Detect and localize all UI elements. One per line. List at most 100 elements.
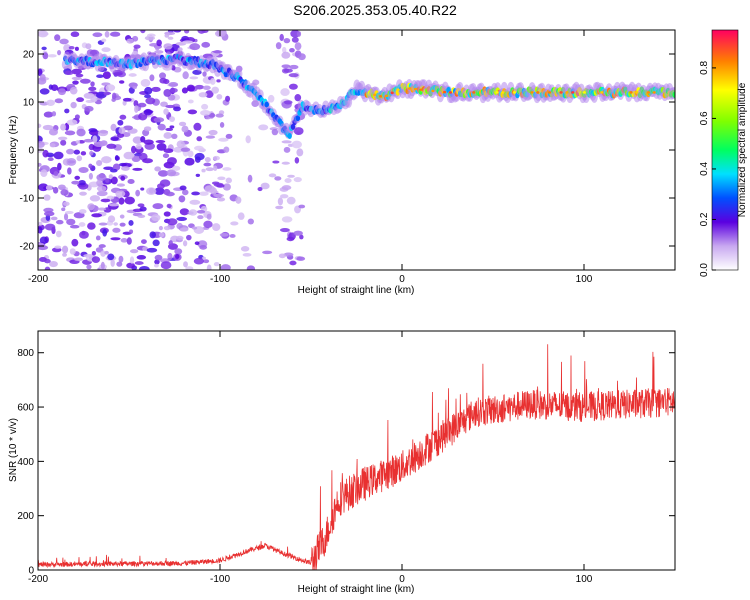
chart-title: S206.2025.353.05.40.R22 bbox=[293, 2, 457, 18]
spectrogram-cell bbox=[171, 133, 178, 140]
spectrogram-cell bbox=[69, 86, 78, 95]
spectrogram-cell bbox=[89, 195, 101, 202]
spectrogram-cell bbox=[124, 196, 135, 205]
spectrogram-y-label: Frequency (Hz) bbox=[8, 116, 19, 185]
spectrogram-cell bbox=[203, 162, 212, 167]
spectrogram-cell bbox=[189, 76, 199, 80]
spectrogram-cell bbox=[283, 100, 293, 105]
spectrogram-cell bbox=[194, 145, 204, 151]
spectrogram-cell bbox=[66, 119, 78, 126]
spectrogram-cell bbox=[146, 247, 158, 253]
spectrogram-cell bbox=[166, 157, 177, 166]
spectrogram-cell bbox=[472, 91, 476, 94]
spectrogram-cell bbox=[222, 167, 232, 171]
spectrogram-cell bbox=[140, 79, 151, 87]
spectrogram-cell bbox=[219, 121, 225, 128]
spectrogram-cell bbox=[291, 36, 299, 43]
spectrogram-cell bbox=[118, 80, 125, 84]
spectrogram-cell bbox=[163, 79, 170, 85]
spectrogram-cell bbox=[536, 91, 540, 94]
spectrogram-cell bbox=[78, 180, 86, 186]
spectrogram-cell bbox=[146, 33, 156, 38]
spectrogram-cell bbox=[296, 31, 302, 37]
spectrogram-cell bbox=[582, 91, 586, 94]
colorbar-label: Normalized spectral amplitude bbox=[737, 82, 748, 217]
spectrogram-cell bbox=[76, 128, 86, 137]
spectrogram-cell bbox=[72, 80, 79, 85]
spectrogram-cell bbox=[88, 163, 93, 169]
spectrogram-cell bbox=[96, 159, 103, 167]
spectrogram-cell bbox=[42, 52, 49, 60]
spectrogram-cell bbox=[120, 175, 126, 181]
spectrogram-cell bbox=[69, 248, 76, 255]
spectrogram-cell bbox=[163, 108, 169, 115]
spectrogram-y-tick-label: -10 bbox=[20, 194, 35, 205]
spectrogram-cell bbox=[281, 216, 293, 223]
spectrogram-cell bbox=[120, 238, 128, 243]
spectrogram-cell bbox=[154, 187, 165, 195]
spectrogram-cell bbox=[140, 187, 145, 191]
spectrogram-cell bbox=[246, 265, 256, 270]
spectrogram-cell bbox=[163, 226, 171, 231]
spectrogram-cell bbox=[281, 185, 292, 191]
spectrogram-cell bbox=[142, 158, 153, 164]
spectrogram-cell bbox=[71, 76, 82, 81]
spectrogram-cell bbox=[64, 70, 74, 76]
spectrogram-cell bbox=[39, 88, 50, 95]
spectrogram-cell bbox=[100, 250, 106, 257]
spectrogram-cell bbox=[41, 46, 47, 51]
spectrogram-cell bbox=[672, 91, 675, 98]
spectrogram-cell bbox=[187, 99, 194, 104]
spectrogram-cell bbox=[96, 190, 108, 197]
spectrogram-cell bbox=[97, 129, 109, 137]
spectrogram-cell bbox=[38, 70, 43, 74]
spectrogram-cell bbox=[173, 106, 181, 112]
spectrogram-cell bbox=[71, 180, 80, 185]
spectrogram-cell bbox=[64, 210, 74, 215]
spectrogram-cell bbox=[48, 128, 58, 136]
spectrogram-cell bbox=[384, 94, 388, 98]
spectrogram-cell bbox=[70, 101, 77, 109]
spectrogram-cell bbox=[629, 91, 633, 94]
spectrogram-cell bbox=[44, 266, 51, 270]
spectrogram-cell bbox=[109, 168, 118, 173]
spectrogram-cell bbox=[257, 187, 263, 192]
spectrogram-cell bbox=[74, 46, 79, 51]
spectrogram-cell bbox=[87, 203, 95, 211]
spectrogram-cell bbox=[202, 85, 211, 90]
spectrogram-cell bbox=[92, 32, 103, 38]
spectrogram-cell bbox=[181, 125, 189, 133]
spectrogram-cell bbox=[216, 197, 226, 202]
snr-panel: -200 -100 0 100 0 200 400 600 800 Height of stra… bbox=[8, 330, 676, 595]
spectrogram-cell bbox=[163, 211, 171, 217]
spectrogram-cell bbox=[90, 81, 95, 87]
spectrogram-cell bbox=[54, 34, 61, 42]
spectrogram-cell bbox=[63, 201, 70, 206]
spectrogram-cell bbox=[182, 71, 189, 80]
spectrogram-cell bbox=[116, 183, 125, 187]
spectrogram-cell bbox=[212, 50, 223, 54]
spectrogram-cell bbox=[139, 206, 147, 212]
spectrogram-cell bbox=[123, 151, 135, 160]
spectrogram-cell bbox=[76, 155, 83, 162]
spectrogram-cell bbox=[184, 157, 195, 166]
spectrogram-cell bbox=[155, 139, 166, 144]
spectrogram-cell bbox=[373, 93, 377, 97]
spectrogram-cell bbox=[293, 230, 303, 236]
spectrogram-cell bbox=[283, 68, 293, 73]
spectrogram-cell bbox=[38, 123, 42, 129]
spectrogram-cell bbox=[396, 88, 400, 92]
spectrogram-cell bbox=[201, 41, 211, 48]
spectrogram-cell bbox=[173, 30, 182, 33]
spectrogram-cell bbox=[47, 157, 54, 162]
spectrogram-cell bbox=[272, 160, 280, 164]
spectrogram-cell bbox=[442, 90, 447, 94]
snr-frame bbox=[37, 330, 676, 571]
spectrogram-cell bbox=[220, 264, 231, 270]
spectrogram-cell bbox=[152, 203, 164, 210]
spectrogram-cell bbox=[154, 263, 159, 268]
spectrogram-cell bbox=[212, 155, 220, 161]
spectrogram-cell bbox=[111, 92, 117, 100]
spectrogram-cell bbox=[194, 241, 200, 246]
spectrogram-cell bbox=[100, 198, 111, 203]
